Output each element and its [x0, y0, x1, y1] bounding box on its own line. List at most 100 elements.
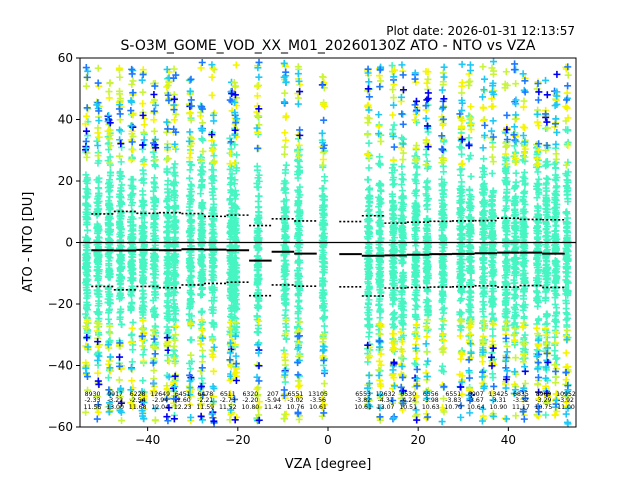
scatter-point [457, 309, 465, 317]
scatter-point [82, 194, 90, 202]
scatter-point [82, 322, 90, 330]
scatter-point [127, 331, 135, 339]
scatter-point [94, 408, 102, 416]
scatter-point [163, 395, 171, 403]
scatter-point [140, 290, 148, 298]
scatter-point [255, 340, 263, 348]
scatter-point [139, 351, 147, 359]
scatter-point [127, 399, 135, 407]
scatter-point [226, 356, 234, 364]
scatter-point [150, 379, 158, 387]
scatter-point [198, 240, 206, 248]
scatter-point [93, 101, 101, 109]
scatter-point [129, 403, 137, 411]
scatter-point [164, 417, 172, 425]
scatter-point [198, 358, 206, 366]
scatter-point [84, 132, 92, 140]
scatter-point [294, 174, 302, 182]
scatter-point [521, 168, 529, 176]
scatter-point [150, 180, 158, 188]
scatter-point [139, 207, 147, 215]
scatter-point [128, 446, 135, 453]
scatter-point [511, 136, 519, 144]
scatter-point [116, 313, 124, 321]
scatter-point [187, 102, 195, 110]
scatter-point [83, 235, 91, 243]
scatter-point [95, 178, 103, 186]
scatter-point [95, 331, 103, 339]
scatter-point [163, 314, 171, 322]
scatter-point [171, 140, 179, 148]
scatter-point [186, 274, 194, 282]
scatter-point [422, 202, 430, 210]
scatter-point [150, 367, 158, 375]
scatter-point [115, 105, 123, 113]
scatter-point [208, 173, 216, 181]
scatter-point [94, 229, 102, 237]
scatter-point [128, 237, 136, 245]
scatter-point [318, 73, 326, 81]
scatter-point [390, 414, 398, 422]
scatter-point [105, 183, 113, 191]
scatter-point [457, 383, 465, 391]
scatter-point [296, 81, 304, 89]
scatter-point [210, 297, 218, 305]
scatter-point [321, 173, 329, 181]
scatter-point [198, 177, 206, 185]
scatter-column [280, 59, 290, 423]
scatter-point [94, 152, 102, 160]
scatter-column [456, 60, 466, 421]
scatter-point [139, 305, 147, 313]
scatter-point [129, 318, 137, 326]
scatter-point [94, 142, 102, 150]
scatter-point [208, 147, 216, 155]
scatter-point [116, 73, 124, 81]
scatter-point [376, 83, 384, 91]
scatter-point [489, 374, 497, 382]
scatter-point [95, 352, 103, 360]
scatter-column [197, 59, 207, 424]
scatter-point [458, 178, 466, 186]
scatter-point [116, 126, 124, 134]
scatter-column [363, 65, 374, 411]
scatter-point [105, 357, 113, 365]
scatter-point [296, 126, 304, 134]
scatter-point [128, 377, 136, 385]
scatter-point [83, 206, 91, 214]
scatter-point [139, 274, 147, 282]
scatter-point [390, 101, 398, 109]
scatter-point [364, 176, 372, 184]
scatter-point [465, 142, 473, 150]
scatter-point [116, 233, 124, 241]
scatter-point [129, 89, 137, 97]
scatter-point [105, 201, 113, 209]
scatter-point [365, 316, 373, 324]
scatter-point [94, 338, 102, 346]
scatter-point [376, 153, 384, 161]
scatter-point [375, 357, 383, 365]
scatter-point [187, 198, 195, 206]
scatter-point [118, 321, 126, 329]
scatter-point [171, 192, 179, 200]
scatter-point [139, 166, 147, 174]
scatter-point [139, 71, 147, 79]
scatter-point [390, 94, 398, 102]
scatter-point [364, 131, 372, 139]
scatter-point [209, 195, 217, 203]
scatter-point [139, 141, 147, 149]
scatter-point [152, 156, 160, 164]
scatter-point [82, 201, 90, 209]
scatter-point [171, 221, 179, 229]
scatter-point [150, 205, 158, 213]
scatter-column [104, 79, 115, 416]
scatter-point [151, 184, 159, 192]
scatter-column [487, 58, 498, 420]
scatter-point [375, 160, 383, 168]
scatter-point [105, 135, 113, 143]
scatter-point [163, 413, 171, 421]
scatter-point [209, 268, 217, 276]
scatter-point [390, 180, 398, 188]
scatter-point [152, 197, 160, 205]
scatter-point [93, 209, 101, 217]
scatter-point [171, 316, 179, 324]
